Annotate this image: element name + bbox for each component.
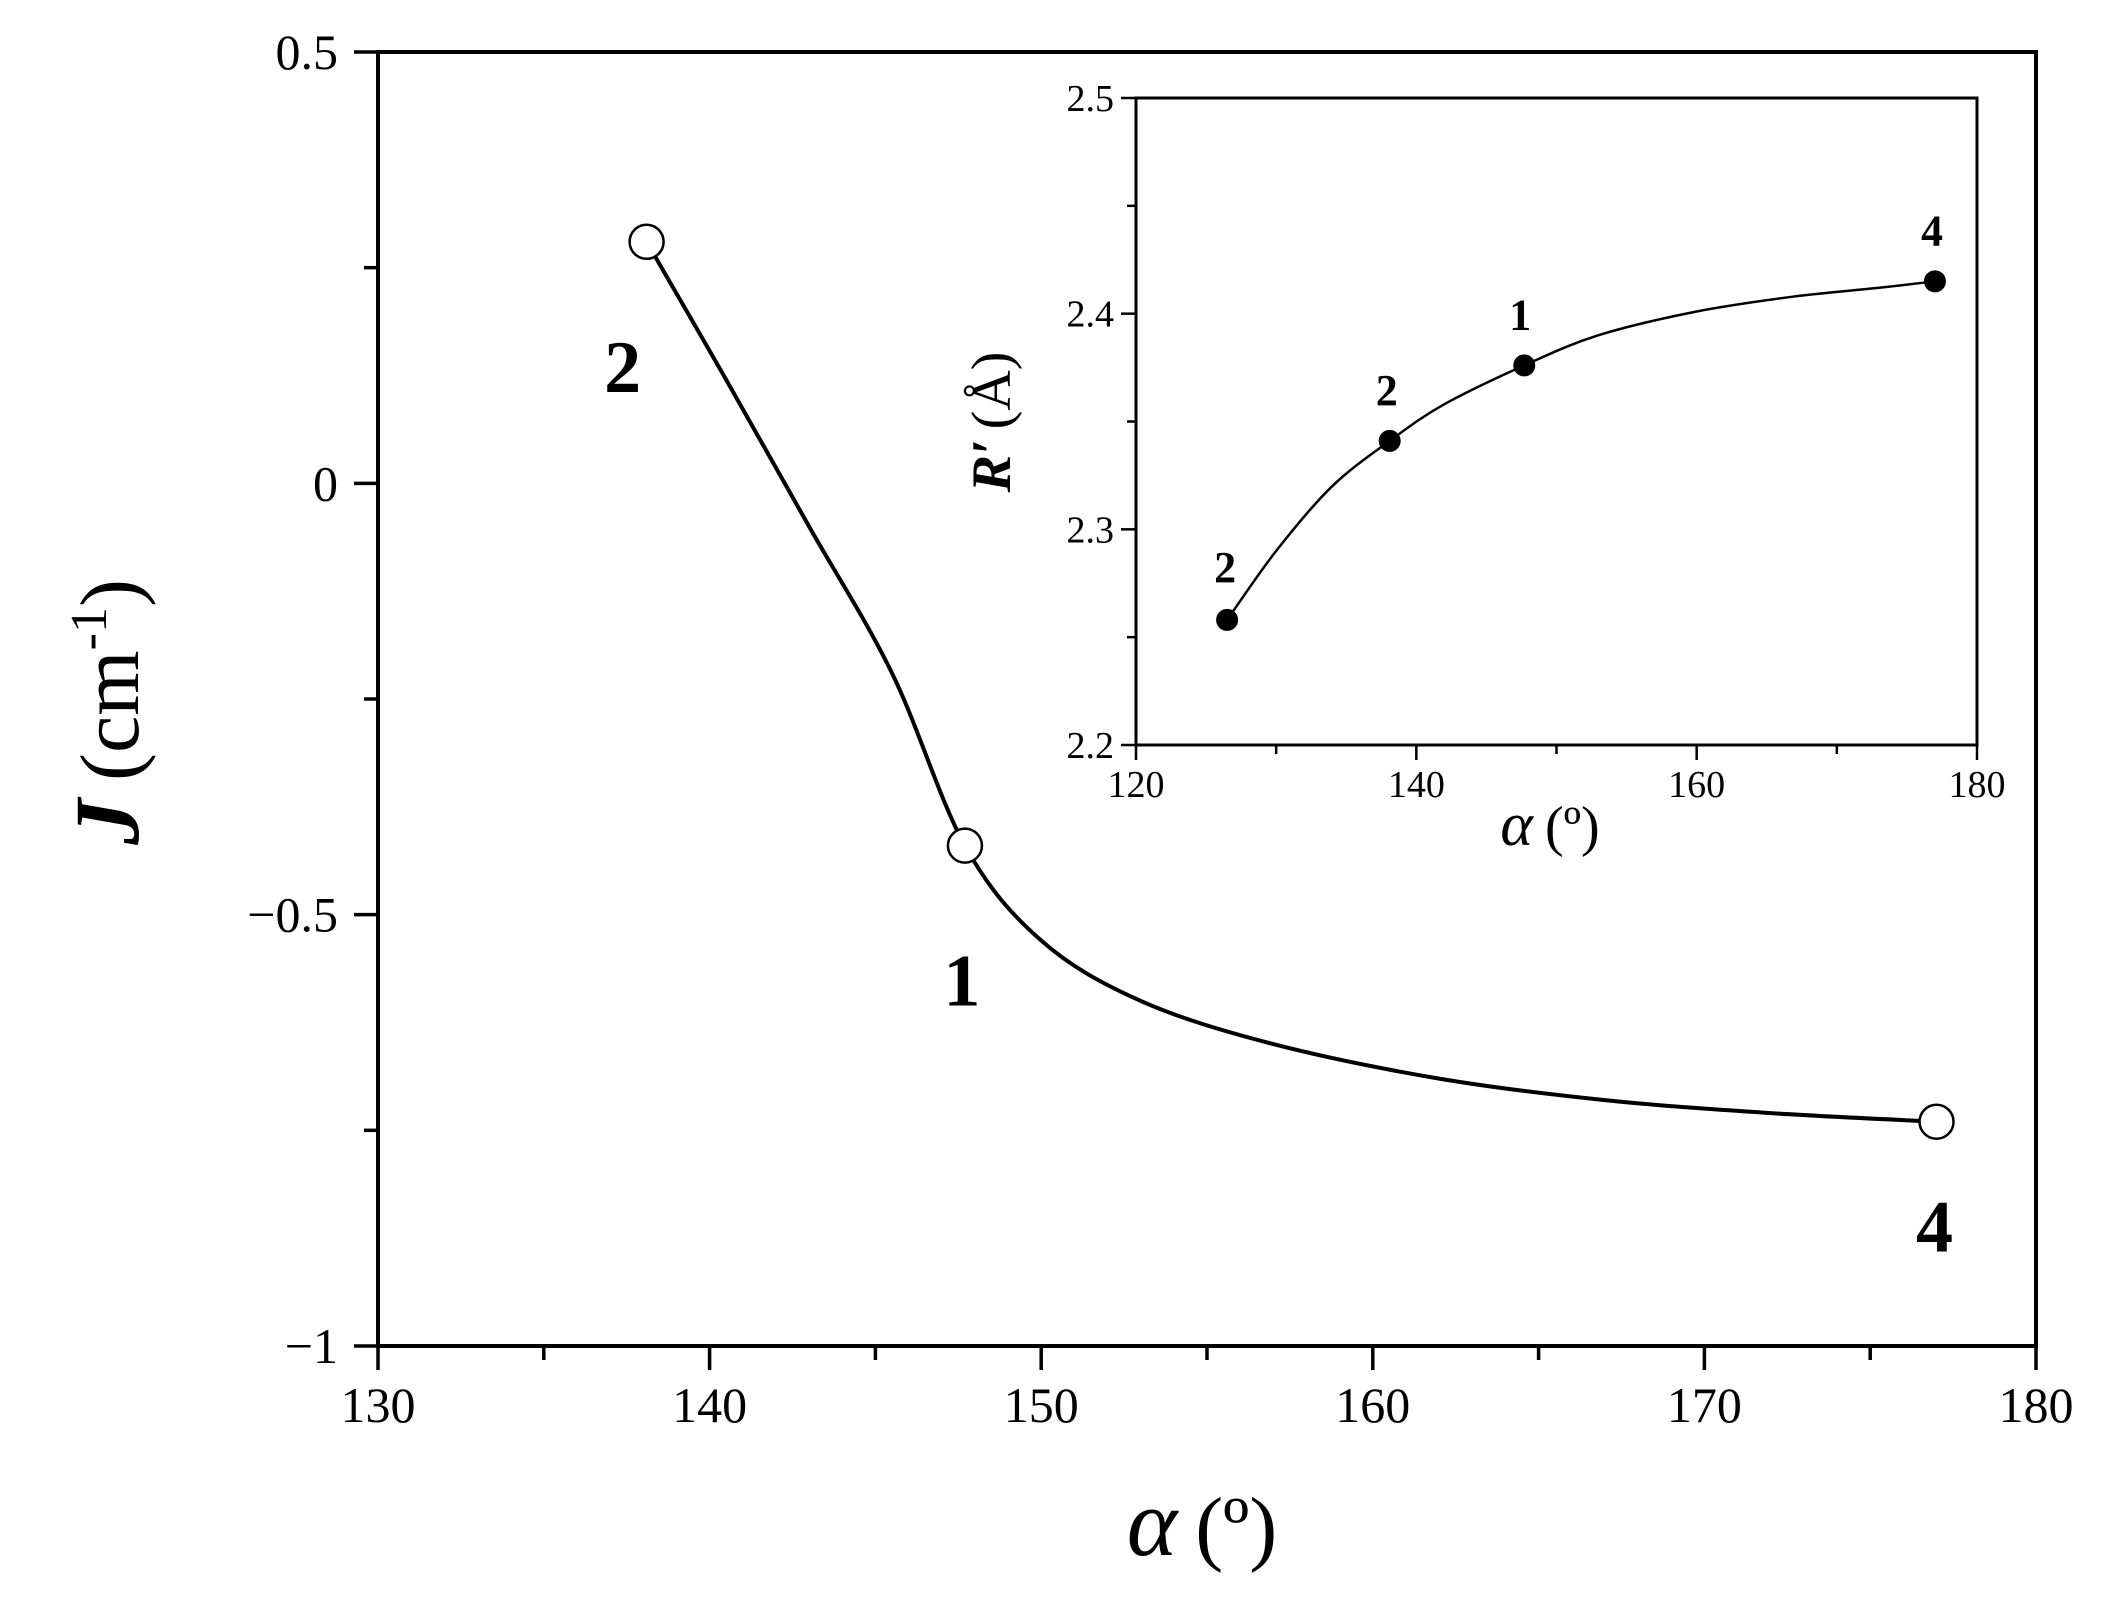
x-axis-title: α (º) xyxy=(1127,1469,1277,1576)
point-label: 2 xyxy=(1376,366,1398,415)
x-tick-label: 180 xyxy=(1999,1377,2074,1433)
data-point xyxy=(628,223,665,261)
x-axis-unit: (º) xyxy=(1195,1481,1277,1574)
inset-y-axis-unit: (Å) xyxy=(961,352,1023,430)
y-tick-label: 0.5 xyxy=(276,24,339,80)
inset-points xyxy=(1216,270,1946,631)
main-points xyxy=(628,223,1955,1140)
y-tick-label: 2.4 xyxy=(1067,294,1115,336)
y-tick-label: 2.5 xyxy=(1067,78,1115,120)
data-point xyxy=(1918,1103,1955,1140)
point-label: 2 xyxy=(1214,543,1236,592)
data-point xyxy=(1216,608,1239,631)
x-tick-label: 130 xyxy=(341,1377,416,1433)
x-tick-label: 160 xyxy=(1668,764,1725,806)
y-tick-label: 0 xyxy=(313,455,338,511)
data-point xyxy=(1513,354,1536,377)
inset-point-labels: 2 2 1 4 xyxy=(1214,206,1943,592)
inset-x-axis-unit: (º) xyxy=(1545,796,1600,858)
y-axis-unit-exponent: -1 xyxy=(61,607,118,650)
y-tick-label: 2.2 xyxy=(1067,725,1115,767)
main-ticks: 130 140 150 160 170 180 0.5 0 −0.5 −1 xyxy=(247,24,2073,1433)
x-tick-label: 180 xyxy=(1949,764,2006,806)
point-label: 2 xyxy=(604,327,641,409)
x-axis-symbol: α xyxy=(1127,1469,1179,1576)
x-tick-label: 170 xyxy=(1667,1377,1742,1433)
data-point xyxy=(1923,270,1946,293)
x-tick-label: 160 xyxy=(1335,1377,1410,1433)
inset-y-axis-title: R′ (Å) xyxy=(961,352,1023,494)
y-axis-symbol: J xyxy=(56,796,158,846)
y-tick-label: −1 xyxy=(285,1318,338,1374)
point-label: 4 xyxy=(1916,1187,1953,1269)
inset-y-axis-symbol: R′ xyxy=(961,439,1023,493)
x-tick-label: 120 xyxy=(1108,764,1165,806)
y-axis-title: J (cm-1) xyxy=(56,579,158,846)
y-axis-unit-close: ) xyxy=(64,579,157,607)
point-label: 4 xyxy=(1921,206,1943,255)
x-tick-label: 140 xyxy=(1388,764,1445,806)
point-label: 1 xyxy=(943,941,980,1023)
x-tick-label: 140 xyxy=(672,1377,747,1433)
inset-plot: 120 140 160 180 2.2 2.3 2.4 2.5 2 2 1 4 α (º) R′ (Å) xyxy=(961,78,2006,859)
y-tick-label: 2.3 xyxy=(1067,509,1115,551)
data-point xyxy=(1378,429,1401,452)
main-plot-frame xyxy=(376,50,2038,1348)
x-tick-label: 150 xyxy=(1004,1377,1079,1433)
inset-plot-frame xyxy=(1134,96,1979,747)
inset-x-axis-symbol: α xyxy=(1500,791,1534,859)
y-tick-label: −0.5 xyxy=(247,887,338,943)
inset-ticks: 120 140 160 180 2.2 2.3 2.4 2.5 xyxy=(1067,78,2006,806)
inset-x-axis-title: α (º) xyxy=(1500,791,1599,859)
main-curve xyxy=(644,240,1937,1124)
point-label: 1 xyxy=(1509,290,1531,339)
y-axis-unit: (cm xyxy=(64,650,157,781)
data-point xyxy=(946,827,984,864)
main-point-labels: 2 1 4 xyxy=(604,327,1953,1269)
